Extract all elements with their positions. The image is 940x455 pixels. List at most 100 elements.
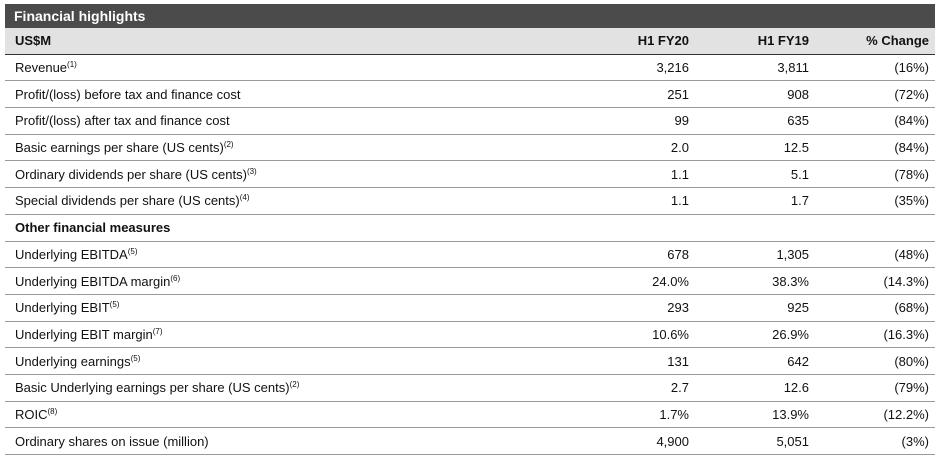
row-label: ROIC [15,406,48,422]
row-label-cell: Underlying earnings(5) [5,347,565,375]
value-h1fy20: 131 [565,347,695,375]
footnote-marker: (7) [152,326,163,336]
table-row: Underlying EBIT(5) 293 925 (68%) [5,294,935,322]
footnote-marker: (5) [109,300,120,310]
row-label: Underlying EBIT margin [15,326,153,342]
row-label-cell: Special dividends per share (US cents)(4… [5,187,565,215]
value-h1fy19: 3,811 [695,54,815,82]
value-h1fy19: 5.1 [695,160,815,189]
row-label: Ordinary dividends per share (US cents) [15,166,247,182]
row-label-cell: Underlying EBIT(5) [5,294,565,322]
value-h1fy19: 635 [695,107,815,135]
row-label: Profit/(loss) before tax and finance cos… [15,86,241,102]
value-change: (79%) [815,374,935,402]
value-h1fy20: 1.7% [565,401,695,429]
row-label: Revenue [15,60,68,76]
footnote-marker: (3) [246,166,257,176]
value-change: (12.2%) [815,401,935,429]
value-h1fy20: 1.1 [565,187,695,215]
footnote-marker: (5) [130,353,141,363]
row-label: Basic Underlying earnings per share (US … [15,380,290,396]
row-label-cell: Underlying EBITDA margin(6) [5,267,565,295]
value-h1fy20: 293 [565,294,695,322]
table-row: Ordinary shares on issue (million) 4,900 5… [5,427,935,455]
value-change: (16%) [815,54,935,82]
header-h1fy19: H1 FY19 [695,28,815,55]
row-label: Underlying EBITDA margin [15,273,171,289]
footnote-marker: (8) [47,406,58,416]
table-row: Underlying earnings(5) 131 642 (80%) [5,347,935,375]
value-h1fy19: 12.5 [695,134,815,162]
row-label-cell: Underlying EBIT margin(7) [5,321,565,349]
table-title: Financial highlights [5,4,935,28]
value-h1fy20: 2.0 [565,134,695,162]
value-h1fy20: 4,900 [565,427,695,455]
row-label: Special dividends per share (US cents) [15,193,240,209]
value-h1fy19: 5,051 [695,427,815,455]
footnote-marker: (2) [289,380,300,390]
table-row: Special dividends per share (US cents)(4… [5,187,935,215]
value-change: (68%) [815,294,935,322]
footnote-marker: (1) [67,60,77,70]
footnote-marker: (6) [170,273,181,283]
table-row: Profit/(loss) before tax and finance cos… [5,80,935,109]
value-h1fy20: 2.7 [565,374,695,402]
section-empty-cell [815,214,935,242]
header-currency: US$M [5,28,565,55]
table-row: Basic Underlying earnings per share (US … [5,374,935,402]
section-empty-cell [695,214,815,242]
header-change: % Change [815,28,935,55]
value-h1fy19: 908 [695,80,815,109]
row-label: Underlying EBITDA [15,246,128,262]
footnote-marker: (5) [127,246,138,256]
row-label: Profit/(loss) after tax and finance cost [15,113,230,129]
table-row: Underlying EBITDA margin(6) 24.0% 38.3% (14… [5,267,935,295]
value-change: (35%) [815,187,935,215]
financial-table: US$M H1 FY20 H1 FY19 % Change Revenue(1)… [5,28,935,455]
value-change: (84%) [815,107,935,135]
value-h1fy19: 925 [695,294,815,322]
table-row: Profit/(loss) after tax and finance cost… [5,107,935,135]
value-change: (84%) [815,134,935,162]
section-row: Other financial measures [5,214,935,242]
value-change: (80%) [815,347,935,375]
value-h1fy20: 99 [565,107,695,135]
table-row: Underlying EBITDA(5) 678 1,305 (48%) [5,241,935,269]
row-label-cell: Ordinary dividends per share (US cents)(… [5,160,565,189]
row-label-cell: Profit/(loss) after tax and finance cost [5,107,565,135]
value-h1fy20: 24.0% [565,267,695,295]
value-h1fy19: 38.3% [695,267,815,295]
row-label-cell: Basic earnings per share (US cents)(2) [5,134,565,162]
value-h1fy19: 13.9% [695,401,815,429]
row-label: Underlying EBIT [15,300,110,316]
row-label: Basic earnings per share (US cents) [15,140,224,156]
row-label-cell: Basic Underlying earnings per share (US … [5,374,565,402]
row-label-cell: Underlying EBITDA(5) [5,241,565,269]
row-label: Underlying earnings [15,353,131,369]
row-label-cell: Revenue(1) [5,54,565,82]
row-label: Ordinary shares on issue (million) [15,433,209,449]
value-h1fy20: 678 [565,241,695,269]
value-change: (14.3%) [815,267,935,295]
value-h1fy19: 1,305 [695,241,815,269]
financial-highlights-panel: Financial highlights US$M H1 FY20 H1 FY1… [5,4,935,455]
section-label: Other financial measures [5,214,565,242]
table-row: Revenue(1) 3,216 3,811 (16%) [5,54,935,82]
value-h1fy20: 10.6% [565,321,695,349]
value-change: (72%) [815,80,935,109]
value-h1fy20: 3,216 [565,54,695,82]
footnote-marker: (2) [223,140,234,150]
value-change: (48%) [815,241,935,269]
table-row: Basic earnings per share (US cents)(2) 2.… [5,134,935,162]
value-h1fy19: 26.9% [695,321,815,349]
table-body: Revenue(1) 3,216 3,811 (16%) Profit/(loss) b… [5,54,935,455]
value-h1fy20: 251 [565,80,695,109]
row-label-cell: Profit/(loss) before tax and finance cos… [5,80,565,109]
table-row: Underlying EBIT margin(7) 10.6% 26.9% (16.3… [5,321,935,349]
header-row: US$M H1 FY20 H1 FY19 % Change [5,28,935,55]
value-change: (3%) [815,427,935,455]
value-h1fy19: 1.7 [695,187,815,215]
header-h1fy20: H1 FY20 [565,28,695,55]
value-h1fy19: 12.6 [695,374,815,402]
row-label-cell: ROIC(8) [5,401,565,429]
